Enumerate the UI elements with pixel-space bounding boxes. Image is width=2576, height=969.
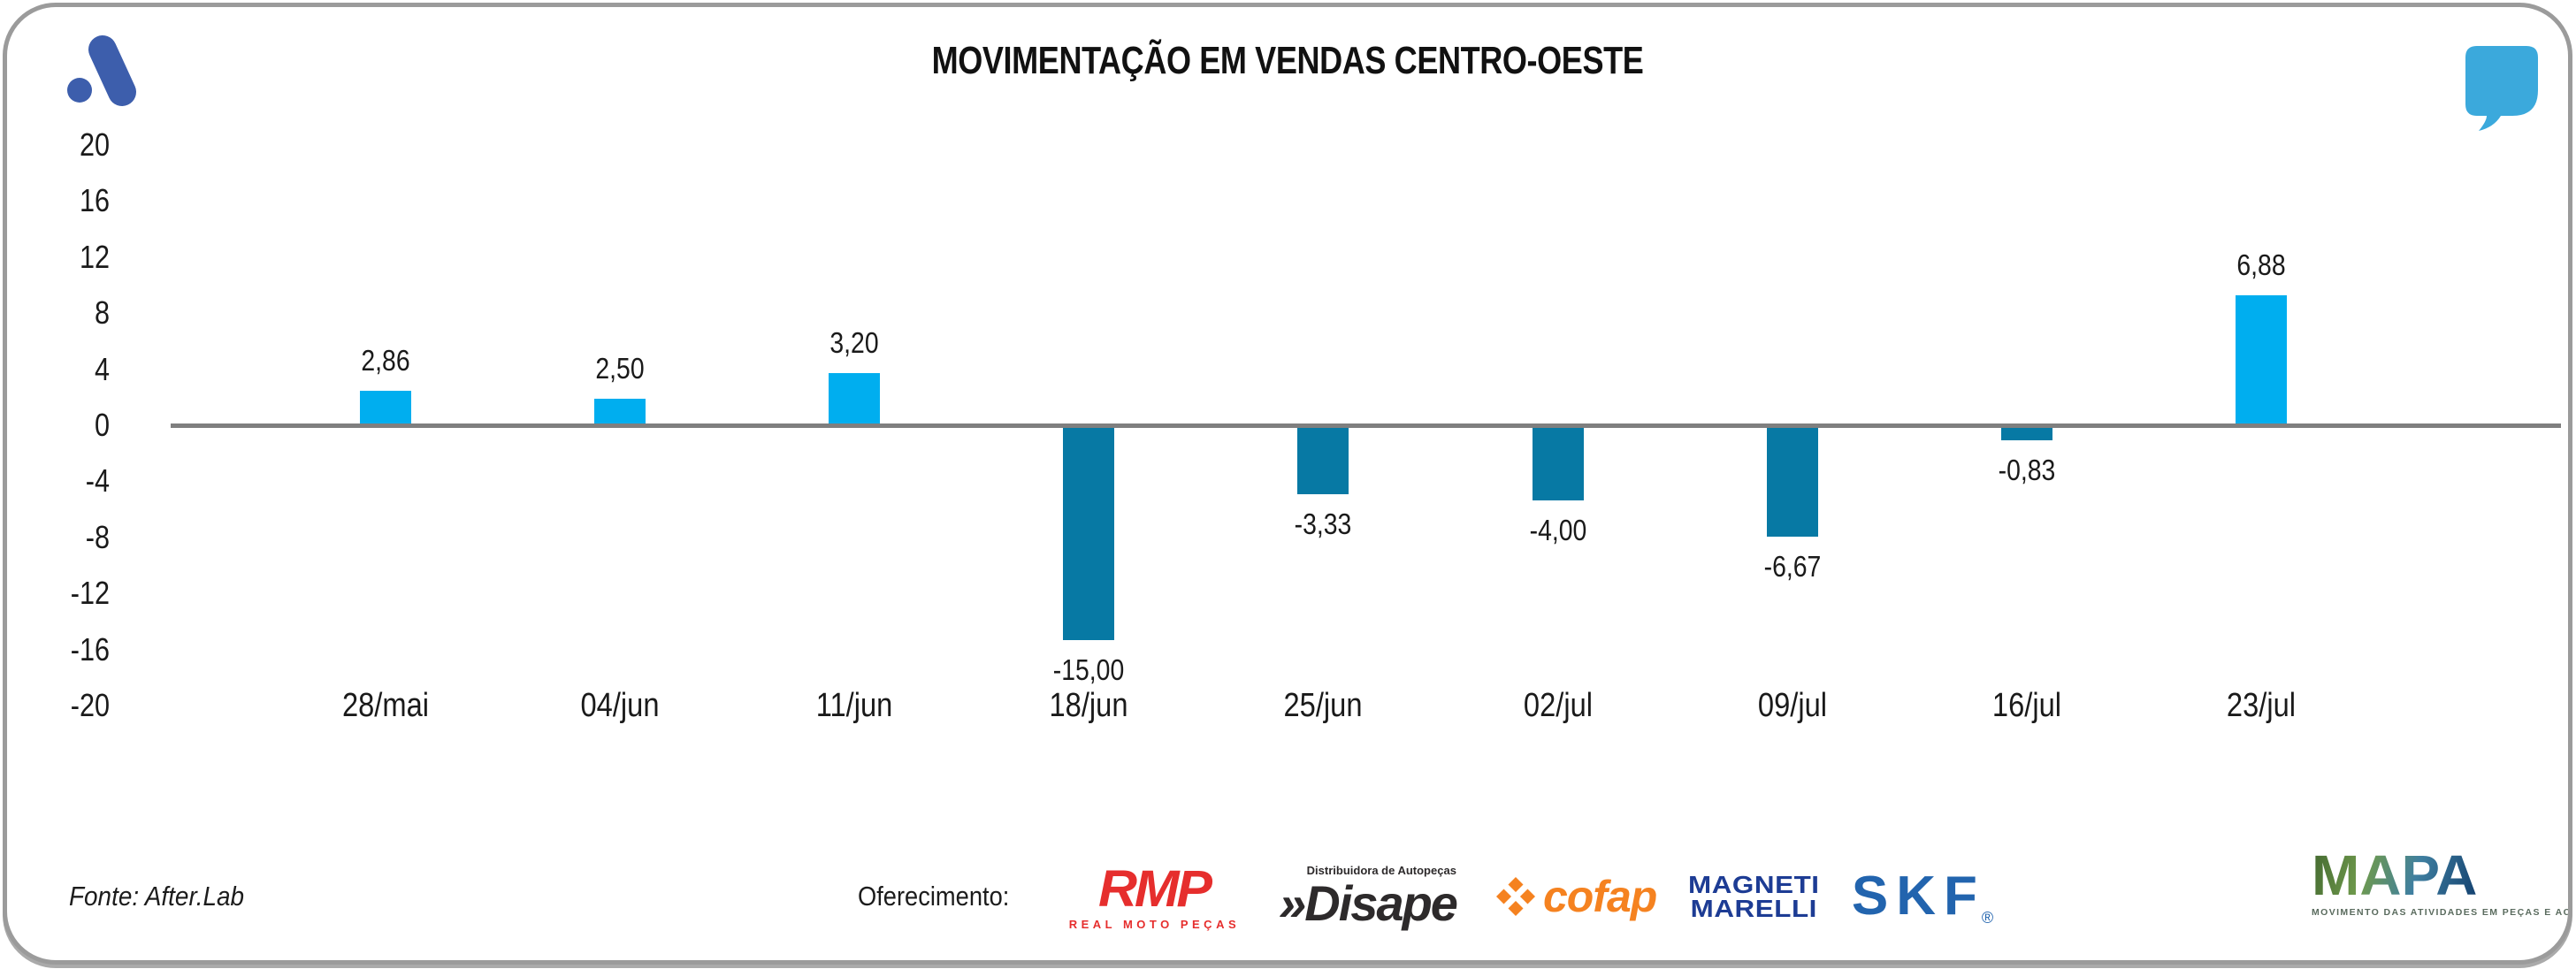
bar-value-label: -6,67 xyxy=(1763,550,1821,583)
sponsor-row: Oferecimento: RMP REAL MOTO PEÇAS Distri… xyxy=(858,843,1997,950)
sponsor-logo-disape: Distribuidora de Autopeças »Disape xyxy=(1279,864,1458,931)
mapa-tagline: MOVIMENTO DAS ATIVIDADES EM PEÇAS E ACES… xyxy=(2312,907,2572,918)
x-axis-label: 16/jul xyxy=(1991,687,2061,724)
bar xyxy=(829,373,881,425)
y-axis-tick-label: 4 xyxy=(94,350,110,387)
y-axis-tick-label: -12 xyxy=(70,575,110,612)
afterlab-logo-icon xyxy=(67,35,136,106)
bar xyxy=(2235,295,2287,425)
chart-title: MOVIMENTAÇÃO EM VENDAS CENTRO-OESTE xyxy=(931,39,1644,82)
bar-value-label: 2,50 xyxy=(595,352,645,385)
disape-subtitle: Distribuidora de Autopeças xyxy=(1306,864,1456,877)
bar xyxy=(1063,425,1115,640)
rmp-wordmark: RMP xyxy=(1098,859,1212,918)
plot-area: 20 16 12 8 4 0 -4 -8 -12 -16 -20 2,86 28/mai 2,50 04/j… xyxy=(7,7,2568,960)
bar xyxy=(1766,425,1818,537)
bar xyxy=(360,391,411,425)
magneti-line2: MARELLI xyxy=(1690,895,1818,922)
bar xyxy=(1297,425,1349,494)
y-axis-tick-label: -8 xyxy=(85,518,110,555)
x-axis-label: 18/jun xyxy=(1049,687,1128,724)
x-axis-label: 23/jul xyxy=(2226,687,2296,724)
y-axis-tick-label: 16 xyxy=(79,182,110,219)
bar-value-label: 6,88 xyxy=(2236,248,2286,281)
x-axis-label: 04/jun xyxy=(580,687,660,724)
sponsor-label: Oferecimento: xyxy=(858,881,1010,912)
bar-value-label: -3,33 xyxy=(1295,507,1352,540)
mapa-wordmark: MAPA xyxy=(2312,843,2478,907)
y-axis-tick-label: -4 xyxy=(85,462,110,500)
y-axis-tick-label: -16 xyxy=(70,630,110,668)
sponsor-logo-cofap: cofap xyxy=(1495,872,1657,921)
zero-axis-line xyxy=(171,423,2561,428)
bar-value-label: 2,86 xyxy=(361,344,410,377)
skf-registered-mark: ® xyxy=(1981,909,1994,927)
disape-chevrons-icon: » xyxy=(1279,875,1306,931)
mapa-logo: MAPA MOVIMENTO DAS ATIVIDADES EM PEÇAS E… xyxy=(2312,843,2572,918)
cofap-diamond-icon xyxy=(1495,877,1535,916)
sponsor-logo-rmp: RMP REAL MOTO PEÇAS xyxy=(1068,859,1241,931)
bar-value-label: -0,83 xyxy=(1998,454,2056,486)
skf-wordmark: SKF xyxy=(1851,866,1985,927)
x-axis-label: 11/jun xyxy=(815,687,893,724)
source-note: Fonte: After.Lab xyxy=(69,881,244,912)
x-axis-label: 02/jul xyxy=(1523,687,1593,724)
bar-value-label: -15,00 xyxy=(1053,653,1125,686)
x-axis-label: 25/jun xyxy=(1283,687,1363,724)
y-axis-tick-label: -20 xyxy=(70,687,110,723)
quote-icon xyxy=(2465,46,2538,131)
magneti-line1: MAGNETI xyxy=(1688,871,1820,898)
y-axis-tick-label: 12 xyxy=(79,238,110,275)
y-axis-tick-label: 8 xyxy=(94,294,110,332)
cofap-wordmark: cofap xyxy=(1542,872,1657,921)
sponsor-logo-skf: SKF® xyxy=(1851,866,1997,927)
bar xyxy=(2000,425,2052,440)
x-axis-label: 09/jul xyxy=(1757,687,1827,724)
y-axis-tick-label: 0 xyxy=(94,407,110,443)
disape-wordmark: »Disape xyxy=(1279,875,1458,931)
chart-card: MOVIMENTAÇÃO EM VENDAS CENTRO-OESTE 20 16… xyxy=(3,3,2572,965)
rmp-subtitle: REAL MOTO PEÇAS xyxy=(1068,917,1241,931)
bar-value-label: -4,00 xyxy=(1529,514,1586,546)
bar xyxy=(1532,425,1584,500)
y-axis-tick-label: 20 xyxy=(79,126,110,163)
sponsor-logo-magneti-marelli: MAGNETI MARELLI xyxy=(1688,873,1819,921)
x-axis-label: 28/mai xyxy=(341,687,430,724)
bar xyxy=(594,399,646,425)
bar-value-label: 3,20 xyxy=(829,326,879,359)
